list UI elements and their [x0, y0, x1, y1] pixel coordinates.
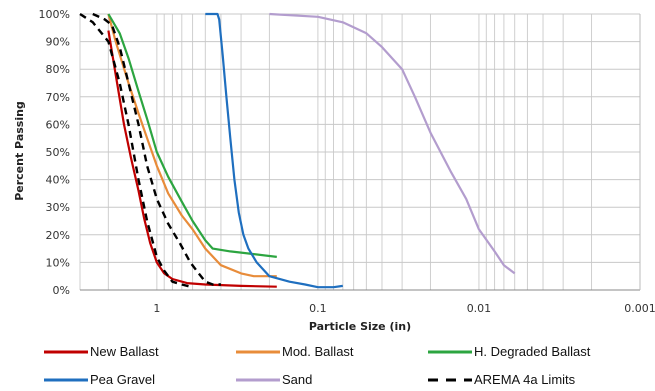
series-line: [107, 13, 277, 258]
series-line: [107, 30, 277, 288]
x-tick-label: 1: [153, 302, 160, 315]
grid: [79, 13, 641, 291]
legend-label: Mod. Ballast: [282, 344, 354, 359]
y-axis-title: Percent Passing: [13, 101, 26, 201]
x-tick-label: 0.1: [309, 302, 327, 315]
x-axis-title: Particle Size (in): [309, 320, 411, 333]
y-tick-label: 80%: [46, 63, 70, 76]
y-tick-label: 20%: [46, 229, 70, 242]
legend-label: H. Degraded Ballast: [474, 344, 591, 359]
x-tick-label: 0.001: [624, 302, 655, 315]
series-line: [269, 12, 516, 275]
series-line: [205, 12, 343, 289]
y-tick-label: 30%: [46, 201, 70, 214]
legend-label: New Ballast: [90, 344, 159, 359]
legend-label: AREMA 4a Limits: [474, 372, 576, 387]
legend-label: Pea Gravel: [90, 372, 155, 387]
legend-label: Sand: [282, 372, 312, 387]
y-tick-labels: 0% 10% 20% 30% 40% 50% 60% 70% 80% 90% 100%: [39, 8, 70, 297]
y-tick-label: 70%: [46, 91, 70, 104]
x-tick-label: 0.01: [467, 302, 492, 315]
legend: New Ballast Mod. Ballast H. Degraded Balla…: [44, 344, 591, 387]
y-tick-label: 90%: [46, 36, 70, 49]
series-line: [92, 12, 221, 286]
y-tick-label: 10%: [46, 256, 70, 269]
series-layer: [79, 12, 516, 289]
y-tick-label: 0%: [53, 284, 70, 297]
y-tick-label: 40%: [46, 174, 70, 187]
y-tick-label: 60%: [46, 118, 70, 131]
y-tick-label: 50%: [46, 146, 70, 159]
series-line: [79, 12, 193, 289]
x-tick-labels: 1 0.1 0.01 0.001: [153, 302, 655, 315]
y-tick-label: 100%: [39, 8, 70, 21]
